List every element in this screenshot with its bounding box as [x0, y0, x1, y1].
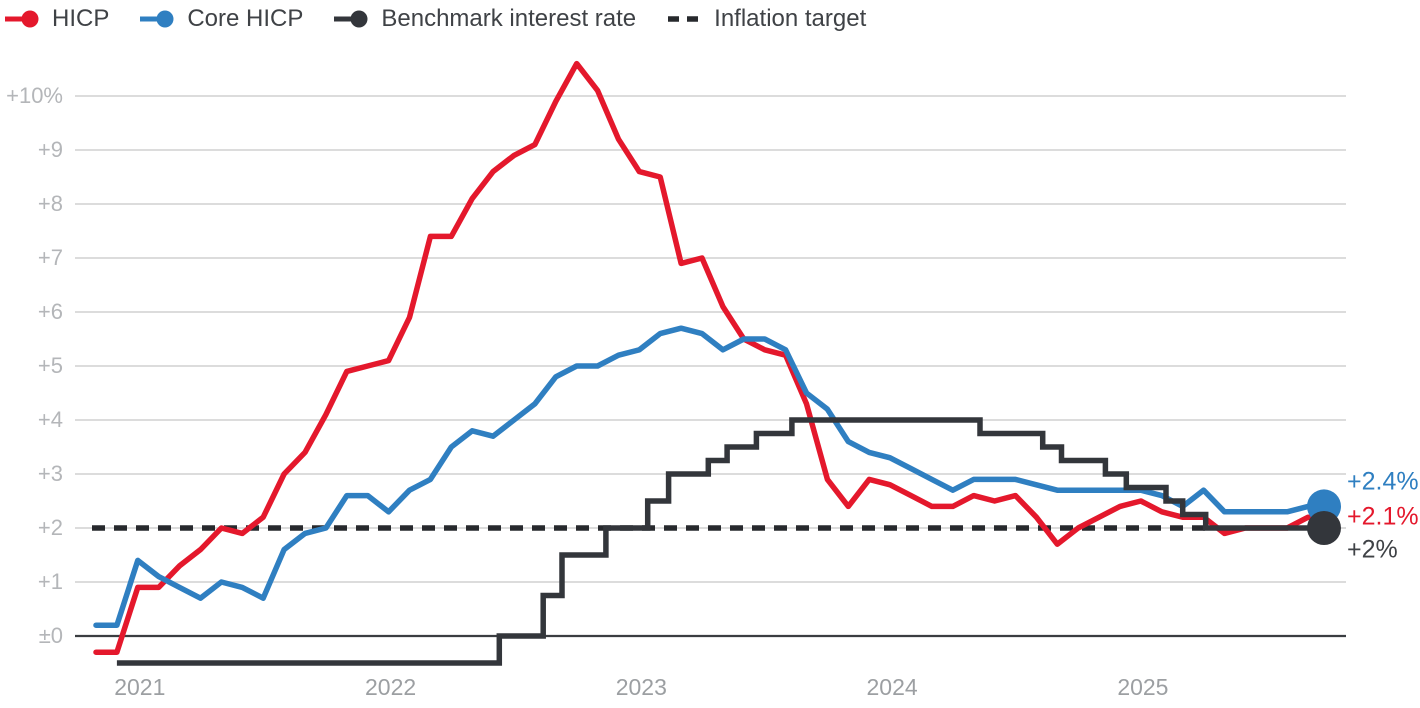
y-axis-label: +4 [38, 407, 63, 432]
legend-label-benchmark: Benchmark interest rate [381, 5, 637, 32]
y-axis-label: +9 [38, 137, 63, 162]
benchmark-rate-line [116, 417, 1324, 666]
x-axis-label: 2025 [1117, 674, 1168, 700]
y-axis-label: +3 [38, 461, 63, 486]
y-axis-label: +5 [38, 353, 63, 378]
legend-label-hicp: HICP [52, 5, 110, 32]
core_hicp-legend-glyph-icon [140, 10, 174, 28]
hicp-legend-glyph-icon [5, 10, 39, 28]
y-axis-label: +7 [38, 245, 63, 270]
legend-item-benchmark[interactable]: Benchmark interest rate [333, 5, 636, 33]
x-axis-label: 2022 [365, 674, 416, 700]
benchmark-end-value-label: +2% [1347, 536, 1398, 564]
target-legend-glyph-icon [668, 16, 701, 22]
chart-legend: HICP Core HICP Benchmark interest rate Infl… [4, 5, 866, 33]
legend-item-core_hicp[interactable]: Core HICP [139, 5, 303, 33]
legend-label-core_hicp: Core HICP [187, 5, 304, 32]
legend-item-hicp[interactable]: HICP [4, 5, 109, 33]
hicp-line [93, 60, 1332, 655]
y-axis-label: +6 [38, 299, 63, 324]
core_hicp-line [93, 325, 1332, 628]
y-axis-label: +10% [6, 83, 63, 108]
y-axis-label: +8 [38, 191, 63, 216]
legend-item-target[interactable]: Inflation target [666, 5, 866, 33]
legend-label-target: Inflation target [714, 5, 867, 32]
y-axis-label: +1 [38, 569, 63, 594]
y-axis-label: ±0 [39, 623, 63, 648]
x-axis-label: 2023 [616, 674, 667, 700]
benchmark-end-dot [1307, 511, 1341, 545]
y-axis-label: +2 [38, 515, 63, 540]
benchmark-legend-glyph-icon [334, 10, 368, 28]
hicp-end-value-label: +2.1% [1347, 503, 1419, 531]
core_hicp-end-value-label: +2.4% [1347, 468, 1419, 496]
x-axis-label: 2024 [867, 674, 918, 700]
x-axis-label: 2021 [114, 674, 165, 700]
